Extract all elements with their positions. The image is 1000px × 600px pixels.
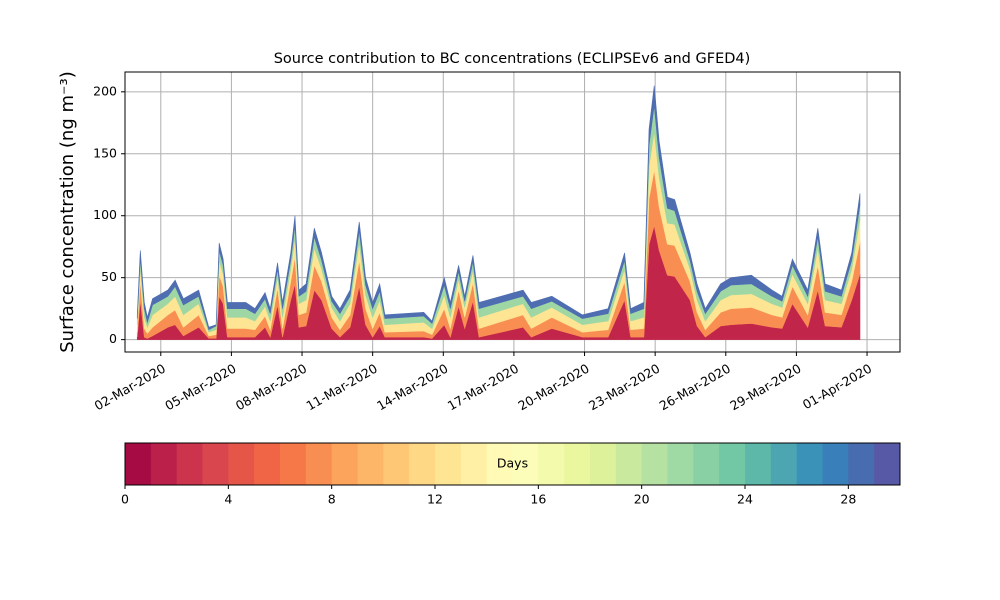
colorbar-segment xyxy=(357,443,384,485)
colorbar-tick-label: 16 xyxy=(530,492,546,507)
x-tick-label: 08-Mar-2020 xyxy=(233,361,309,414)
axes: 0 50 100 150 200 02-Mar-202005-Mar-202008-Mar… xyxy=(92,71,901,414)
colorbar-segment xyxy=(538,443,565,485)
x-tick-label: 20-Mar-2020 xyxy=(515,361,591,414)
colorbar-segment xyxy=(331,443,358,485)
colorbar-tick-label: 4 xyxy=(224,492,232,507)
colorbar-segment xyxy=(693,443,720,485)
x-tick-label: 11-Mar-2020 xyxy=(304,361,380,414)
colorbar-tick-label: 28 xyxy=(840,492,856,507)
colorbar-segment xyxy=(125,443,152,485)
colorbar-segment xyxy=(176,443,203,485)
x-tick-label: 14-Mar-2020 xyxy=(374,361,450,414)
colorbar-segment xyxy=(512,443,539,485)
colorbar-segment xyxy=(280,443,307,485)
chart-title: Source contribution to BC concentrations… xyxy=(274,51,751,67)
colorbar-segment xyxy=(874,443,901,485)
x-tick-label: 05-Mar-2020 xyxy=(162,361,238,414)
colorbar-segment xyxy=(460,443,488,485)
colorbar-segment xyxy=(305,443,333,485)
y-axis-label: Surface concentration (ng m⁻³) xyxy=(57,71,78,353)
colorbar-segment xyxy=(409,443,436,485)
y-tick-label: 100 xyxy=(93,207,117,222)
colorbar-label: Days xyxy=(497,456,528,471)
area-layer xyxy=(136,85,861,331)
y-tick-label: 200 xyxy=(93,83,117,98)
colorbar-segment xyxy=(590,443,617,485)
colorbar: Days 0 4 8 12 16 20 24 28 xyxy=(121,442,901,507)
colorbar-segment xyxy=(202,443,229,485)
colorbar-segment xyxy=(667,443,694,485)
colorbar-segment xyxy=(150,443,178,485)
colorbar-tick-label: 0 xyxy=(121,492,129,507)
y-tick-label: 150 xyxy=(93,145,117,160)
colorbar-segment xyxy=(435,443,462,485)
colorbar-segment xyxy=(383,443,410,485)
colorbar-tick-label: 20 xyxy=(634,492,650,507)
colorbar-segment xyxy=(486,443,513,485)
x-tick-label: 02-Mar-2020 xyxy=(92,361,168,414)
colorbar-segment xyxy=(745,443,772,485)
colorbar-segment xyxy=(228,443,255,485)
x-tick-label: 23-Mar-2020 xyxy=(586,361,662,414)
colorbar-segment xyxy=(796,443,823,485)
x-tick-label: 26-Mar-2020 xyxy=(657,361,733,414)
x-tick-label: 29-Mar-2020 xyxy=(727,361,803,414)
colorbar-frame xyxy=(124,442,901,486)
x-tick-label: 17-Mar-2020 xyxy=(445,361,521,414)
colorbar-segment xyxy=(564,443,591,485)
y-tick-label: 50 xyxy=(101,269,117,284)
colorbar-segment xyxy=(848,443,875,485)
colorbar-segment xyxy=(615,443,643,485)
x-tick-label: 01-Apr-2020 xyxy=(800,361,874,413)
colorbar-tick-label: 24 xyxy=(737,492,753,507)
axes-frame xyxy=(124,71,901,353)
colorbar-segment xyxy=(719,443,746,485)
y-tick-label: 0 xyxy=(109,331,117,346)
colorbar-segment xyxy=(770,443,798,485)
colorbar-segment xyxy=(641,443,668,485)
colorbar-tick-label: 8 xyxy=(328,492,336,507)
colorbar-segment xyxy=(254,443,281,485)
areas xyxy=(136,85,861,340)
colorbar-segment xyxy=(822,443,849,485)
colorbar-tick-label: 12 xyxy=(427,492,443,507)
